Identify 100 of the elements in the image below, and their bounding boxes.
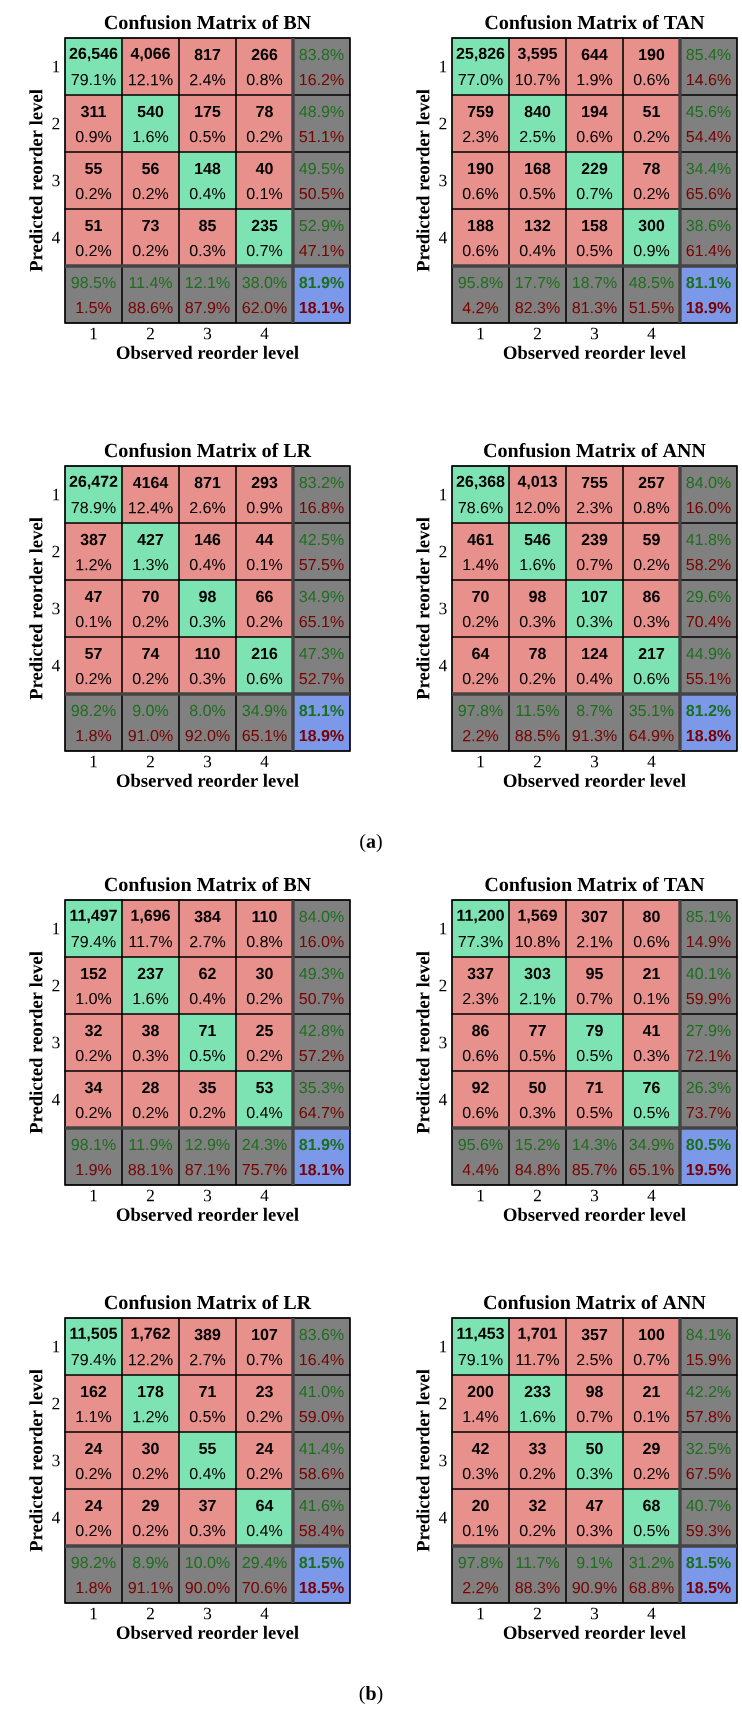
data-label: 34.9%: [629, 1138, 674, 1151]
data-label: 10.7%: [516, 73, 560, 86]
data-label: 0.6%: [246, 672, 283, 685]
data-label: 0.6%: [462, 187, 499, 200]
data-label: 303: [524, 967, 551, 980]
data-label: 0.5%: [576, 1049, 613, 1062]
data-label: 12.1%: [186, 276, 230, 289]
data-label: 0.2%: [75, 1524, 112, 1537]
data-label: 92: [472, 1081, 489, 1094]
data-label: 16.0%: [300, 935, 344, 948]
data-label: 4,013: [517, 475, 557, 490]
data-label: 162: [81, 1385, 107, 1398]
data-label: 16.8%: [300, 501, 344, 514]
y-tick-label: 2: [52, 979, 60, 992]
x-axis-title: Observed reorder level: [116, 345, 299, 359]
data-label: 0.1%: [633, 1410, 670, 1423]
data-label: 78: [256, 105, 273, 118]
y-tick-label: 3: [439, 602, 447, 615]
data-label: 0.2%: [246, 1410, 283, 1423]
data-label: 64: [472, 647, 490, 660]
x-tick-label: 4: [647, 755, 656, 768]
data-label: 3,595: [517, 47, 558, 62]
x-tick-label: 4: [647, 1607, 656, 1620]
data-label: 0.6%: [633, 935, 670, 948]
data-label: 98: [529, 590, 546, 603]
data-label: 80: [643, 910, 660, 923]
data-label: 81.3%: [572, 301, 617, 314]
data-label: 68.8%: [629, 1581, 674, 1594]
data-label: 98: [586, 1385, 603, 1398]
x-tick-label: 1: [90, 1607, 97, 1620]
chart-title: Confusion Matrix of BN: [104, 14, 311, 30]
data-label: 0.1%: [246, 187, 283, 200]
data-label: 21: [643, 1385, 660, 1398]
data-label: 59.9%: [686, 992, 731, 1005]
data-label: 72.1%: [686, 1049, 731, 1062]
data-label: 18.5%: [686, 1581, 731, 1594]
data-label: 11.9%: [129, 1138, 173, 1151]
y-tick-label: 1: [53, 488, 60, 501]
data-label: 79: [586, 1024, 603, 1037]
chart-title: Confusion Matrix of BN: [104, 876, 311, 892]
data-label: 57.2%: [299, 1049, 344, 1062]
data-label: 2.5%: [520, 130, 556, 143]
data-label: 1.2%: [76, 558, 112, 571]
data-label: 42.5%: [299, 533, 344, 546]
data-label: 38.0%: [242, 276, 287, 289]
data-label: 12.1%: [129, 73, 173, 86]
y-tick-label: 3: [439, 174, 447, 187]
data-label: 77: [529, 1025, 546, 1037]
data-label: 57.8%: [686, 1410, 731, 1423]
data-label: 0.5%: [576, 244, 613, 257]
y-tick-label: 3: [52, 174, 60, 187]
y-tick-label: 1: [440, 922, 447, 935]
x-axis-title: Observed reorder level: [503, 1625, 686, 1639]
data-label: 0.4%: [576, 672, 613, 685]
data-label: 85.4%: [686, 48, 731, 61]
data-label: 42.2%: [686, 1385, 731, 1398]
data-label: 97.8%: [458, 1556, 503, 1569]
data-label: 18.9%: [686, 301, 731, 314]
x-tick-label: 2: [533, 1189, 541, 1202]
data-label: 15.2%: [516, 1138, 560, 1151]
data-label: 81.1%: [686, 276, 731, 289]
data-label: 50: [586, 1442, 603, 1455]
y-tick-label: 4: [51, 659, 61, 672]
data-label: 71: [199, 1025, 216, 1037]
x-tick-label: 1: [90, 755, 97, 768]
data-label: 40: [255, 162, 273, 175]
data-label: 2.1%: [577, 935, 613, 948]
data-label: 91.1%: [128, 1581, 173, 1594]
data-label: 64.9%: [629, 729, 674, 742]
data-label: 0.1%: [633, 992, 670, 1005]
chart-title: Confusion Matrix of LR: [104, 442, 312, 458]
data-label: 0.2%: [519, 1467, 556, 1480]
data-label: 80.5%: [686, 1138, 731, 1151]
data-label: 30: [255, 967, 273, 980]
data-label: 90.9%: [572, 1581, 617, 1594]
data-label: 50.5%: [299, 187, 344, 200]
data-label: 0.2%: [75, 1467, 112, 1480]
data-label: 88.3%: [515, 1581, 560, 1594]
data-label: 178: [138, 1385, 164, 1398]
data-label: 41.0%: [299, 1385, 344, 1398]
data-label: 2.4%: [190, 73, 226, 86]
data-label: 217: [638, 647, 665, 660]
y-tick-label: 4: [438, 659, 448, 672]
x-axis-title: Observed reorder level: [116, 773, 299, 787]
data-label: 18.9%: [299, 729, 344, 742]
x-tick-label: 2: [533, 755, 541, 768]
data-label: 4.2%: [462, 301, 499, 314]
data-label: 23: [256, 1385, 273, 1398]
data-label: 49.3%: [299, 967, 344, 980]
data-label: 57.5%: [299, 558, 344, 571]
data-label: 85: [199, 219, 216, 232]
data-label: 0.3%: [462, 1467, 499, 1480]
x-tick-label: 2: [533, 327, 541, 340]
data-label: 95: [586, 967, 603, 980]
x-tick-label: 3: [591, 755, 599, 768]
data-label: 87.1%: [185, 1163, 230, 1176]
y-tick-label: 2: [52, 1397, 60, 1410]
chart-title: Confusion Matrix of TAN: [485, 14, 705, 30]
data-label: 32.5%: [686, 1442, 731, 1455]
data-label: 98.1%: [71, 1138, 116, 1151]
